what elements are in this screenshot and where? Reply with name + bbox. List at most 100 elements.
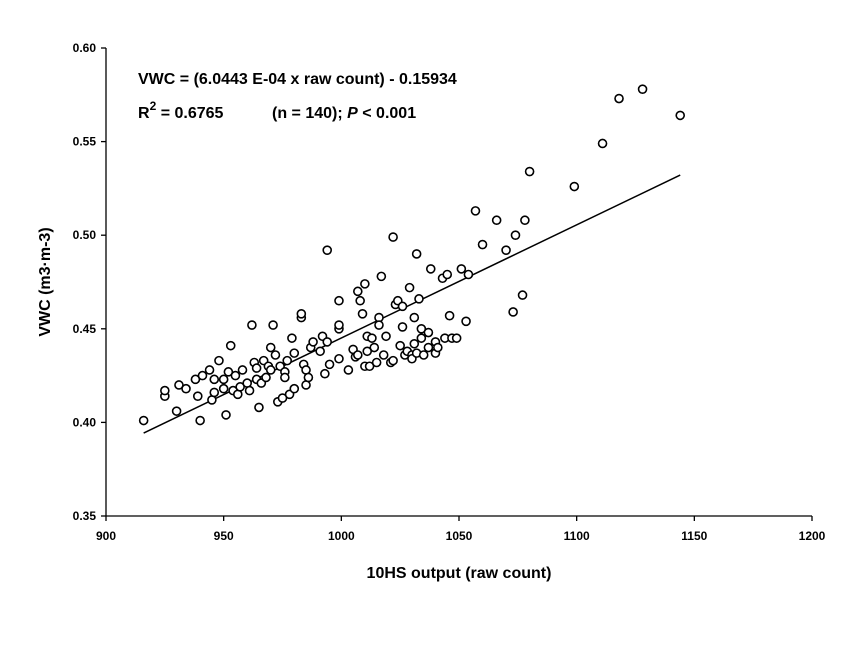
- data-point: [324, 359, 335, 370]
- y-axis-title: VWC (m3·m-3): [37, 227, 54, 336]
- data-point: [423, 342, 434, 353]
- x-tick-label: 950: [214, 529, 234, 543]
- x-tick-label: 1200: [799, 529, 826, 543]
- data-point: [265, 342, 276, 353]
- y-tick-label: 0.35: [73, 509, 97, 523]
- x-tick-label: 900: [96, 529, 116, 543]
- data-point: [197, 370, 208, 381]
- data-point: [397, 301, 408, 312]
- trendline-group: [143, 174, 681, 434]
- data-point: [221, 410, 231, 420]
- data-point: [367, 333, 377, 343]
- data-point: [209, 374, 220, 385]
- data-point: [675, 110, 686, 121]
- data-point: [360, 279, 370, 289]
- data-point: [235, 382, 245, 392]
- data-point: [369, 342, 380, 353]
- y-tick-label: 0.60: [73, 41, 97, 55]
- r2-annotation: R2 = 0.6765 (n = 140); P < 0.001: [138, 99, 416, 122]
- p-symbol: P: [347, 105, 358, 122]
- data-point: [277, 393, 288, 403]
- n-text: (n = 140);: [272, 105, 347, 122]
- data-point: [411, 249, 422, 259]
- data-point: [569, 181, 580, 192]
- data-point: [520, 215, 530, 226]
- y-tick-label: 0.55: [73, 135, 97, 149]
- data-point: [192, 391, 203, 401]
- data-point: [388, 355, 398, 366]
- data-point: [388, 232, 398, 242]
- data-point: [289, 383, 300, 394]
- x-tick-label: 1000: [328, 529, 355, 543]
- data-point: [501, 245, 511, 255]
- data-point: [247, 320, 257, 330]
- data-point: [218, 383, 229, 394]
- data-point: [395, 340, 405, 351]
- data-point: [160, 385, 170, 396]
- data-point: [315, 346, 325, 357]
- data-point: [223, 367, 234, 377]
- r2-superscript: 2: [150, 99, 157, 113]
- trendline: [143, 174, 681, 434]
- equation-annotation: VWC = (6.0443 E-04 x raw count) - 0.1593…: [138, 71, 457, 88]
- data-point: [303, 372, 314, 383]
- data-point: [404, 282, 415, 293]
- x-tick-label: 1100: [564, 529, 590, 543]
- data-point: [614, 93, 624, 104]
- data-point: [308, 337, 318, 347]
- data-point: [378, 350, 389, 360]
- data-point: [597, 138, 608, 149]
- data-point: [287, 333, 297, 343]
- data-point: [451, 333, 462, 343]
- data-point: [282, 355, 293, 366]
- data-point: [416, 333, 427, 343]
- data-point: [423, 327, 434, 338]
- x-axis-title: 10HS output (raw count): [367, 565, 552, 582]
- r2-value: = 0.6765: [156, 105, 223, 122]
- data-point: [357, 309, 368, 319]
- data-point: [442, 269, 453, 280]
- data-point: [204, 365, 215, 375]
- data-point: [371, 357, 382, 368]
- data-point: [237, 365, 248, 375]
- y-tick-label: 0.40: [73, 415, 97, 429]
- data-point: [510, 230, 521, 240]
- p-value: < 0.001: [358, 105, 416, 122]
- data-point: [433, 342, 443, 353]
- data-point: [425, 264, 436, 274]
- data-point: [343, 365, 354, 375]
- data-point: [461, 316, 471, 327]
- x-tick-label: 1150: [681, 529, 707, 543]
- data-point: [296, 309, 307, 319]
- data-point: [355, 295, 365, 306]
- data-point: [334, 353, 344, 364]
- data-point: [376, 271, 387, 282]
- data-point: [444, 310, 455, 321]
- data-point: [218, 374, 229, 385]
- data-point: [381, 331, 391, 342]
- data-point: [171, 406, 182, 416]
- data-point: [517, 290, 528, 300]
- data-point: [414, 294, 424, 304]
- data-point: [320, 368, 330, 379]
- data-point: [418, 350, 429, 360]
- ticks: 0.35 0.40 0.45 0.50 0.55 0.60 900 950 1000 1050 11…: [73, 41, 826, 543]
- y-tick-label: 0.45: [73, 322, 97, 336]
- data-point: [416, 323, 427, 334]
- data-point: [524, 166, 535, 177]
- data-point: [491, 215, 502, 226]
- data-point: [265, 365, 276, 375]
- data-point: [322, 337, 333, 347]
- data-point: [374, 320, 384, 330]
- data-point: [353, 286, 363, 297]
- data-point: [362, 346, 373, 357]
- data-point: [280, 372, 290, 383]
- data-point: [637, 84, 648, 94]
- data-point: [174, 380, 184, 390]
- data-points: [138, 84, 686, 426]
- data-point: [230, 370, 241, 381]
- data-point: [195, 415, 205, 426]
- data-point: [190, 374, 201, 385]
- data-point: [463, 269, 474, 280]
